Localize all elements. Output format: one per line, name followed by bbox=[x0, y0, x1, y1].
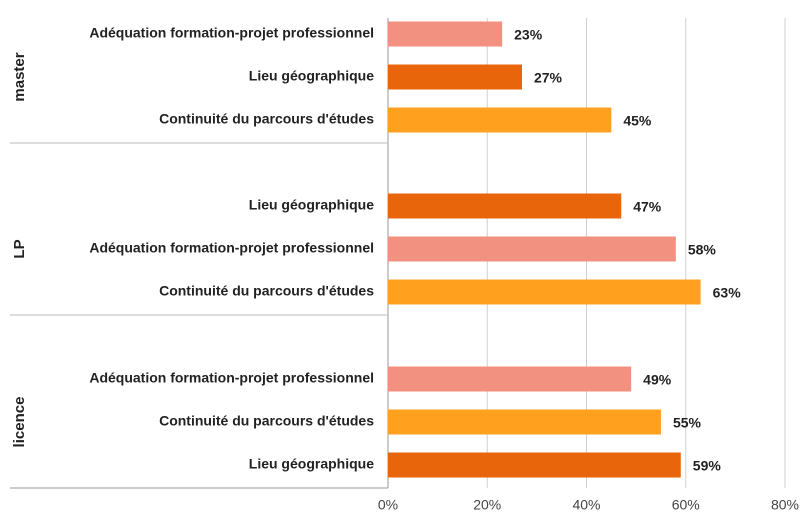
value-label: 23% bbox=[514, 27, 543, 43]
bar bbox=[388, 64, 522, 90]
bar bbox=[388, 193, 622, 219]
bar bbox=[388, 21, 503, 47]
category-label: Continuité du parcours d'études bbox=[159, 111, 374, 127]
value-label: 59% bbox=[693, 458, 722, 474]
bar bbox=[388, 107, 612, 133]
value-label: 45% bbox=[623, 113, 652, 129]
category-label: Lieu géographique bbox=[249, 68, 374, 84]
category-label: Adéquation formation-projet professionne… bbox=[89, 370, 374, 386]
value-label: 49% bbox=[643, 372, 672, 388]
category-label: Continuité du parcours d'études bbox=[159, 283, 374, 299]
bar bbox=[388, 409, 661, 435]
bar bbox=[388, 279, 701, 305]
group-label: master bbox=[11, 52, 28, 101]
group-label: licence bbox=[11, 397, 28, 448]
x-tick-label: 20% bbox=[473, 497, 501, 513]
value-label: 63% bbox=[713, 285, 742, 301]
category-label: Adéquation formation-projet professionne… bbox=[89, 25, 374, 41]
x-tick-label: 80% bbox=[771, 497, 799, 513]
x-tick-label: 60% bbox=[672, 497, 700, 513]
x-tick-label: 40% bbox=[572, 497, 600, 513]
category-label: Continuité du parcours d'études bbox=[159, 413, 374, 429]
category-label: Adéquation formation-projet professionne… bbox=[89, 240, 374, 256]
category-label: Lieu géographique bbox=[249, 197, 374, 213]
value-label: 55% bbox=[673, 415, 702, 431]
value-label: 27% bbox=[534, 70, 563, 86]
value-label: 47% bbox=[633, 199, 662, 215]
bar bbox=[388, 236, 676, 262]
bar bbox=[388, 452, 681, 478]
category-label: Lieu géographique bbox=[249, 456, 374, 472]
x-tick-label: 0% bbox=[378, 497, 398, 513]
group-label: LP bbox=[11, 239, 28, 258]
bar bbox=[388, 366, 632, 392]
value-label: 58% bbox=[688, 242, 717, 258]
